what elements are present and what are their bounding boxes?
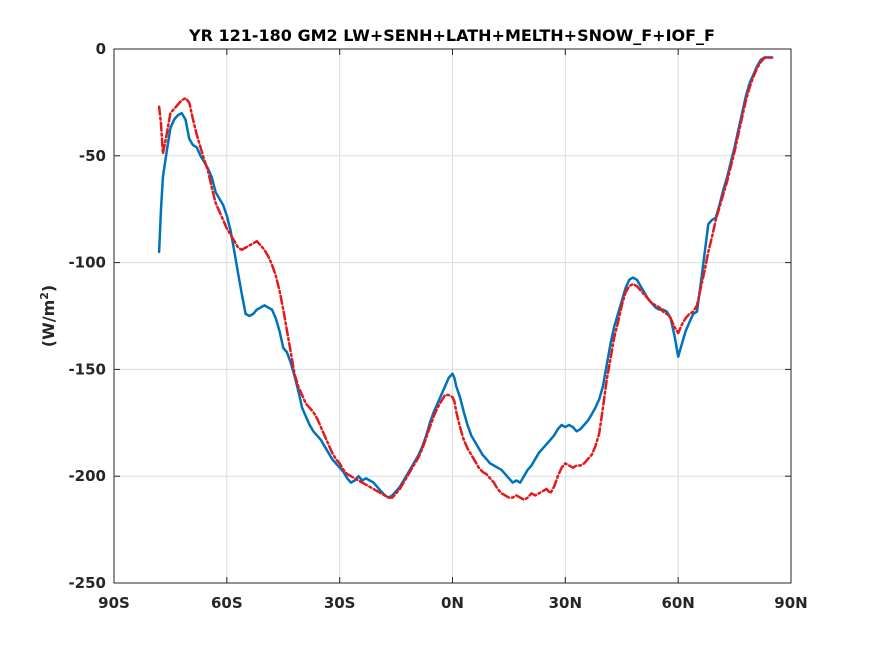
y-axis-label-text: (W/m	[39, 300, 58, 347]
y-tick-label: -100	[68, 254, 106, 272]
y-axis-label-close: )	[39, 285, 58, 292]
y-tick-label: -250	[68, 574, 106, 592]
y-tick-labels: 0 -50 -100 -150 -200 -250	[68, 40, 106, 592]
y-axis-label-superscript: 2	[38, 292, 51, 300]
x-tick-label: 90S	[98, 594, 130, 612]
x-tick-label: 0N	[441, 594, 464, 612]
y-tick-label: 0	[96, 40, 106, 58]
chart-title: YR 121-180 GM2 LW+SENH+LATH+MELTH+SNOW_F…	[188, 26, 715, 45]
x-tick-label: 30S	[324, 594, 356, 612]
y-tick-label: -200	[68, 467, 106, 485]
y-tick-label: -50	[79, 147, 106, 165]
x-tick-label: 30N	[549, 594, 582, 612]
y-tick-label: -150	[68, 360, 106, 378]
y-axis-label: (W/m2)	[38, 285, 58, 347]
series-line-2	[157, 56, 774, 501]
x-tick-labels: 90S 60S 30S 0N 30N 60N 90N	[98, 594, 808, 612]
axis-ticks	[113, 48, 792, 584]
x-tick-label: 90N	[774, 594, 807, 612]
x-tick-label: 60N	[661, 594, 694, 612]
series-layer	[157, 56, 774, 501]
x-tick-label: 60S	[211, 594, 243, 612]
